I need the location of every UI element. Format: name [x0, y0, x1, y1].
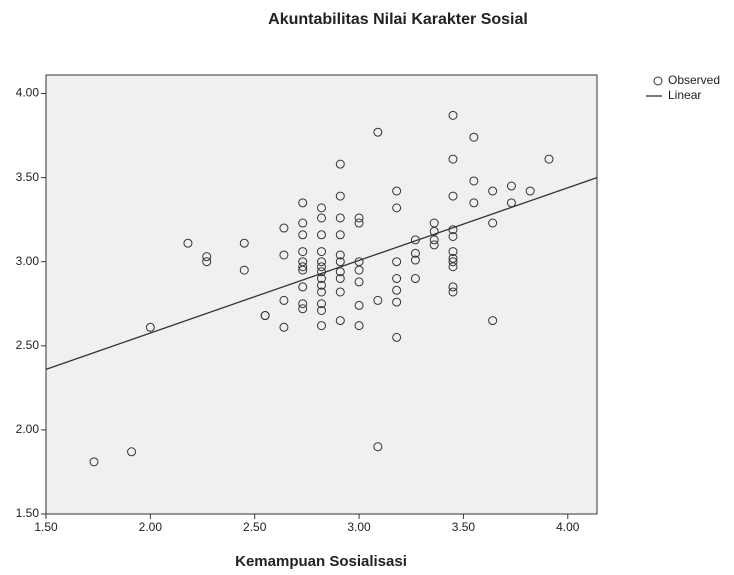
- y-tick-label: 2.00: [16, 422, 40, 436]
- x-tick-label: 4.00: [556, 520, 580, 534]
- y-tick-label: 1.50: [16, 506, 40, 520]
- chart: Akuntabilitas Nilai Karakter Sosial Kema…: [0, 0, 734, 575]
- plot-area: [46, 75, 597, 514]
- x-tick-label: 2.50: [243, 520, 267, 534]
- x-tick-label: 1.50: [34, 520, 58, 534]
- chart-title: Akuntabilitas Nilai Karakter Sosial: [268, 11, 528, 28]
- y-tick-label: 2.50: [16, 338, 40, 352]
- y-tick-label: 3.50: [16, 170, 40, 184]
- x-axis-title: Kemampuan Sosialisasi: [235, 553, 407, 570]
- x-tick-label: 3.00: [347, 520, 371, 534]
- y-tick-label: 4.00: [16, 86, 40, 100]
- x-tick-label: 2.00: [139, 520, 163, 534]
- page: {"chart_data": {"type": "scatter", "titl…: [0, 0, 734, 575]
- x-tick-label: 3.50: [452, 520, 476, 534]
- y-tick-label: 3.00: [16, 254, 40, 268]
- legend-marker: [654, 77, 662, 85]
- legend-label: Observed: [668, 73, 720, 87]
- legend-label: Linear: [668, 88, 701, 102]
